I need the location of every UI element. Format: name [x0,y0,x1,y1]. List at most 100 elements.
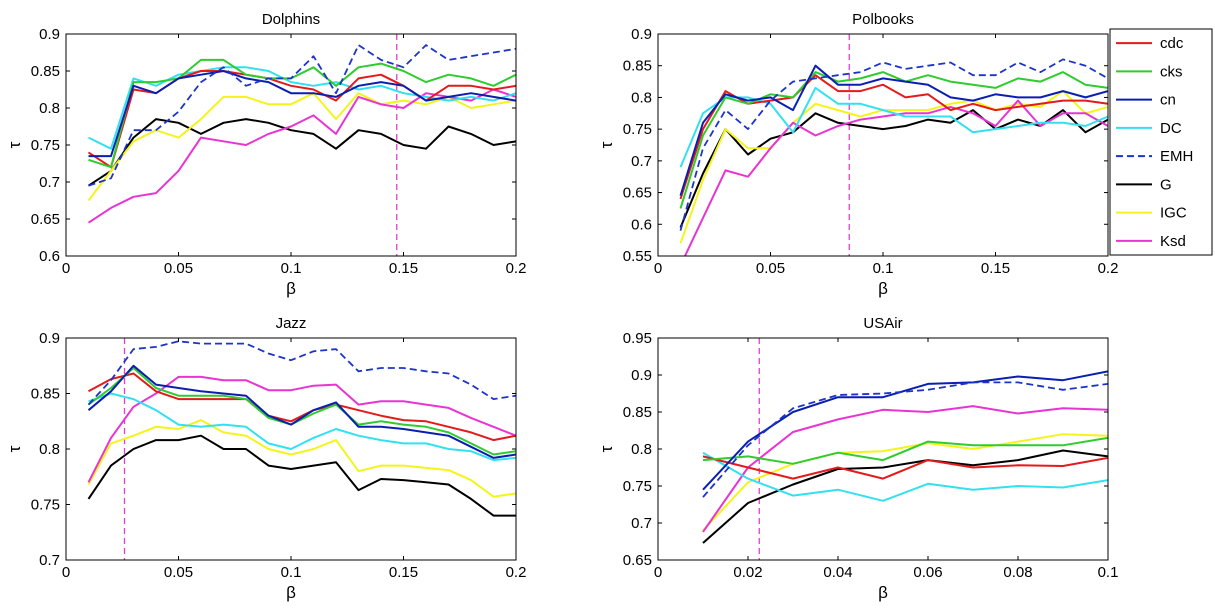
series-line-ksd [87,375,516,483]
series-line-cn [702,370,1108,491]
y-tick-label: 0.7 [631,153,652,170]
y-tick-label: 0.8 [631,441,652,458]
x-tick-label: 0.1 [1098,564,1119,581]
x-tick-label: 0.1 [281,260,302,277]
y-tick-label: 0.8 [39,100,60,117]
y-tick-label: 0.65 [623,552,652,569]
series-line-igc [87,419,516,498]
x-tick-label: 0 [62,564,70,581]
series-line-cdc [702,455,1108,480]
y-axis-label: τ [5,141,24,148]
x-tick-label: 0.06 [913,564,942,581]
legend-label: cdc [1160,35,1184,52]
series-line-cks [679,71,1108,209]
panel-jazz: 0 0.05 0.1 0.15 0.2 0.7 0.75 0.8 0.85 0.9 Jazz β τ [5,315,526,602]
panel-dolphins: 0 0.05 0.1 0.15 0.2 0.6 0.65 0.7 0.75 0.8 0.85 0.9 D… [5,11,526,298]
plot-area [658,34,1108,256]
legend: cdc cks cn DC EMH G IGC Ksd [1109,28,1213,256]
series-line-ksd [702,405,1108,533]
x-tick-label: 0.1 [281,564,302,581]
y-tick-label: 0.8 [631,89,652,106]
legend-item-g: G [1116,176,1172,193]
x-tick-label: 0.15 [389,260,418,277]
series-group [87,34,516,256]
legend-item-cn: cn [1116,92,1176,109]
legend-item-dc: DC [1116,120,1182,137]
legend-label: IGC [1160,205,1187,222]
x-axis-label: β [286,279,296,298]
series-group [87,338,516,560]
plot-area [66,34,516,256]
y-tick-label: 0.65 [623,185,652,202]
x-axis-label: β [878,583,888,602]
panels: 0 0.05 0.1 0.15 0.2 0.6 0.65 0.7 0.75 0.8 0.85 0.9 D… [5,11,1118,602]
y-tick-label: 0.85 [623,404,652,421]
x-tick-label: 0.05 [756,260,785,277]
y-tick-label: 0.65 [31,211,60,228]
legend-item-igc: IGC [1116,205,1187,222]
series-line-dc [679,86,1108,168]
series-line-cn [88,70,516,158]
y-axis-label: τ [5,445,24,452]
series-line-g [87,434,516,517]
y-tick-label: 0.9 [631,367,652,384]
legend-box [1109,28,1213,256]
y-tick-label: 0.9 [631,26,652,43]
series-group [702,338,1108,560]
y-tick-label: 0.85 [623,58,652,75]
legend-label: DC [1160,120,1182,137]
series-line-cn [87,364,516,459]
panel-polbooks: 0 0.05 0.1 0.15 0.2 0.55 0.6 0.65 0.7 0.75 0.8 0.85… [597,11,1118,298]
y-tick-label: 0.7 [39,174,60,191]
x-tick-label: 0.05 [164,260,193,277]
x-tick-label: 0 [654,260,662,277]
legend-label: cn [1160,92,1176,109]
series-line-dc [702,451,1108,502]
y-tick-label: 0.75 [623,121,652,138]
series-group [679,34,1108,256]
x-tick-label: 0.15 [981,260,1010,277]
series-line-g [87,118,516,187]
series-line-emh [679,58,1108,231]
legend-item-cdc: cdc [1116,35,1184,52]
x-tick-label: 0 [654,564,662,581]
series-line-emh [87,340,516,406]
panel-title: Dolphins [262,11,320,28]
x-axis-label: β [878,279,888,298]
series-line-dc [88,66,516,150]
series-line-emh [88,44,516,187]
legend-label: cks [1160,63,1183,80]
y-tick-label: 0.75 [623,478,652,495]
x-tick-label: 0.15 [389,564,418,581]
series-line-g [679,109,1108,228]
y-tick-label: 0.9 [39,26,60,43]
y-tick-label: 0.75 [31,497,60,514]
y-tick-label: 0.9 [39,330,60,347]
panel-title: Jazz [276,315,307,332]
x-tick-label: 0 [62,260,70,277]
legend-label: EMH [1160,148,1193,165]
y-tick-label: 0.55 [623,248,652,265]
y-tick-label: 0.7 [631,515,652,532]
x-tick-label: 0.04 [823,564,852,581]
plot-area [658,338,1108,560]
x-tick-label: 0.08 [1003,564,1032,581]
y-tick-label: 0.95 [623,330,652,347]
series-line-cks [87,367,516,456]
panel-usair: 0 0.02 0.04 0.06 0.08 0.1 0.65 0.7 0.75 0.8 0.85 0.… [597,315,1118,602]
y-tick-label: 0.85 [31,63,60,80]
series-line-dc [88,392,516,462]
series-line-cks [702,436,1108,465]
series-line-g [702,449,1108,544]
series-line-igc [679,90,1108,244]
series-line-cn [679,64,1108,196]
x-tick-label: 0.02 [733,564,762,581]
x-tick-label: 0.05 [164,564,193,581]
legend-label: Ksd [1160,233,1186,250]
series-line-cdc [88,372,516,442]
legend-item-ksd: Ksd [1116,233,1186,250]
x-axis-label: β [286,583,296,602]
legend-item-emh: EMH [1116,148,1193,165]
y-tick-label: 0.6 [39,248,60,265]
